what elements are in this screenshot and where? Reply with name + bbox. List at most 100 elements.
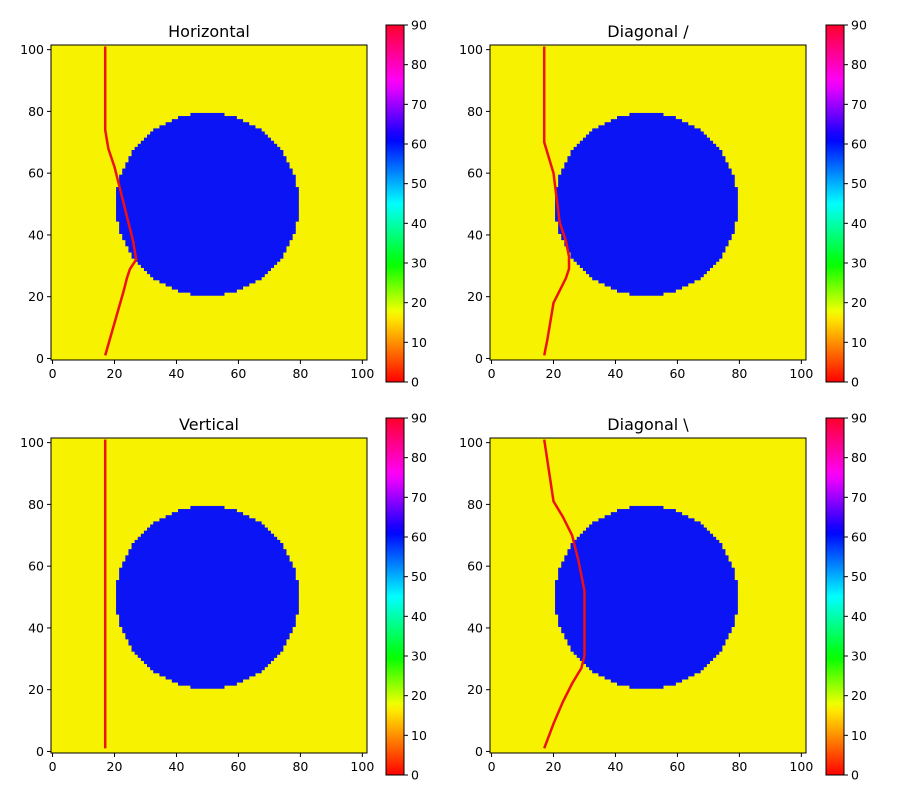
heatmap-cell-row: [558, 573, 735, 578]
heatmap-cell-row: [119, 177, 296, 182]
heatmap-cell-row: [610, 512, 683, 516]
heatmap-cell-row: [116, 595, 299, 600]
heatmap-cell-row: [116, 607, 299, 612]
heatmap-cell-row: [555, 190, 738, 194]
heatmap-cell-row: [119, 620, 296, 624]
chart-panel: 0 20 40 60 80 100 0 20 40 60 80 100 Diagonal \ 0 10 20 3…: [459, 411, 867, 783]
heatmap-cell-row: [122, 171, 293, 176]
colorbar-tick-label: 0: [411, 375, 419, 390]
heatmap-cell-row: [564, 162, 729, 167]
colorbar-tick-label: 60: [851, 137, 867, 152]
heatmap-cell-row: [598, 518, 695, 522]
heatmap-cell-row: [159, 518, 256, 522]
heatmap-cell-row: [125, 558, 290, 563]
colorbar-tick-label: 50: [851, 176, 867, 191]
heatmap-cell-row: [576, 536, 717, 541]
heatmap-cell-row: [558, 183, 735, 188]
colorbar-tick-label: 0: [411, 768, 419, 783]
heatmap-cell-row: [561, 171, 732, 176]
heatmap-cell-row: [589, 131, 704, 136]
heatmap-cell-row: [610, 678, 683, 683]
heatmap-cell-row: [570, 546, 723, 550]
heatmap-cell-row: [122, 626, 293, 631]
colorbar-tick-label: 30: [411, 256, 427, 271]
heatmap-cell-row: [143, 137, 271, 142]
heatmap-cell-row: [555, 589, 738, 594]
heatmap-cell-row: [147, 527, 268, 532]
heatmap-cell-row: [116, 586, 299, 590]
y-tick-label: 60: [467, 559, 483, 574]
heatmap-cell-row: [564, 555, 729, 560]
heatmap-cell-row: [555, 202, 738, 207]
heatmap-cell-row: [567, 552, 726, 556]
y-tick-label: 40: [28, 227, 44, 242]
x-tick-label: 80: [292, 759, 308, 774]
chart-panel: 0 20 40 60 80 100 0 20 40 60 80 100 Diagonal / 0 10 20 3…: [459, 18, 867, 390]
y-tick-label: 40: [467, 227, 483, 242]
heatmap-cell-row: [598, 125, 695, 129]
colorbar-tick-label: 50: [851, 569, 867, 584]
colorbar: [825, 417, 845, 776]
colorbar-tick-label: 70: [851, 97, 867, 112]
colorbar: [385, 417, 405, 776]
heatmap-cell-row: [555, 592, 738, 597]
heatmap-cell-row: [116, 196, 299, 201]
heatmap-cell-row: [555, 193, 738, 197]
heatmap-cell-row: [131, 546, 284, 550]
heatmap-cell-row: [150, 666, 265, 671]
heatmap-cell-row: [119, 617, 296, 621]
y-tick-label: 60: [467, 166, 483, 181]
heatmap-cell-row: [573, 539, 720, 544]
x-tick-label: 80: [731, 366, 747, 381]
colorbar-tick-label: 40: [851, 216, 867, 231]
heatmap-cell-row: [582, 530, 710, 535]
heatmap-cell-row: [131, 251, 284, 256]
y-tick-label: 80: [467, 497, 483, 512]
colorbar-tick-label: 80: [851, 57, 867, 72]
heatmap-cell-row: [576, 261, 717, 265]
heatmap-cell-row: [579, 264, 714, 268]
x-tick-label: 60: [669, 366, 685, 381]
heatmap-cell-row: [116, 208, 299, 213]
y-tick-label: 20: [467, 289, 483, 304]
heatmap-cell-row: [561, 236, 732, 241]
heatmap-cell-row: [116, 187, 299, 191]
heatmap-cell-row: [629, 292, 664, 296]
heatmap-cell-row: [564, 632, 729, 637]
heatmap-cell-row: [116, 583, 299, 587]
heatmap-cell-row: [140, 140, 275, 145]
heatmap-cell-row: [582, 267, 710, 272]
heatmap-cell-row: [604, 122, 689, 126]
heatmap-cell-row: [171, 512, 244, 516]
chart-title: Vertical: [179, 415, 239, 434]
heatmap-cell-row: [116, 199, 299, 204]
x-tick-label: 40: [608, 759, 624, 774]
heatmap-cell-row: [119, 623, 296, 627]
heatmap-cell-row: [122, 168, 293, 173]
y-tick-label: 100: [20, 42, 44, 57]
heatmap-cell-row: [592, 521, 701, 526]
heatmap-cell-row: [555, 214, 738, 219]
colorbar-tick-label: 30: [851, 649, 867, 664]
heatmap-cell-row: [598, 672, 695, 677]
heatmap-cell-row: [171, 285, 244, 290]
colorbar-tick-label: 10: [851, 728, 867, 743]
heatmap-cell-row: [119, 183, 296, 188]
heatmap-cell-row: [567, 245, 726, 250]
heatmap-cell-row: [558, 180, 735, 185]
heatmap-cell-row: [116, 190, 299, 194]
heatmap-cell-row: [150, 131, 265, 136]
heatmap-cell-row: [555, 595, 738, 600]
heatmap-cell-row: [558, 221, 735, 225]
colorbar-tick-label: 40: [851, 609, 867, 624]
heatmap-cell-row: [555, 601, 738, 606]
chart-title: Horizontal: [168, 22, 250, 41]
colorbar-tick-label: 50: [411, 569, 427, 584]
heatmap-cell-row: [555, 607, 738, 612]
heatmap-cell-row: [116, 202, 299, 207]
colorbar-tick-label: 90: [851, 18, 867, 33]
heatmap-cell-row: [558, 224, 735, 228]
heatmap-region: [555, 112, 738, 296]
heatmap-cell-row: [558, 230, 735, 234]
y-tick-label: 60: [28, 166, 44, 181]
